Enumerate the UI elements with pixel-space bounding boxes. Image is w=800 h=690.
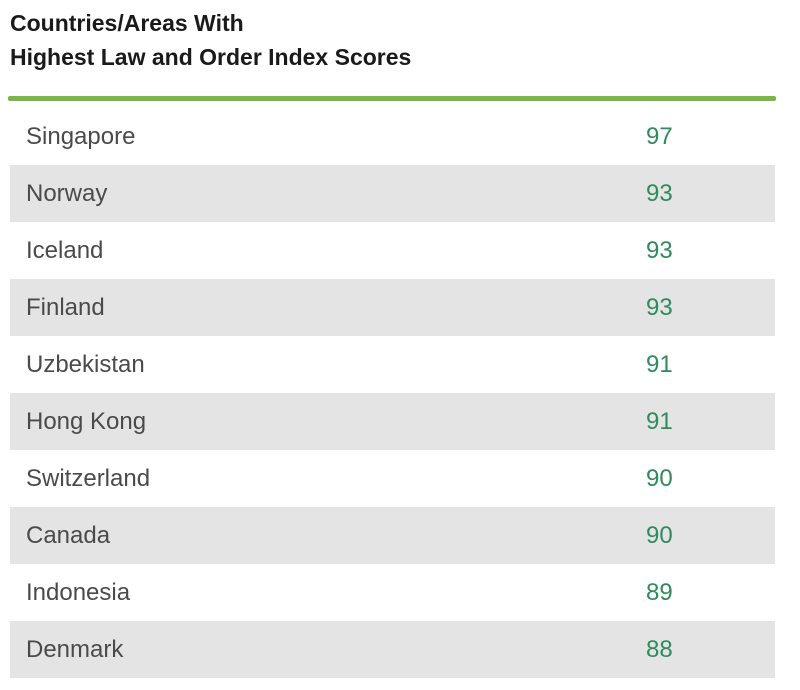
score-value: 89 bbox=[646, 578, 673, 606]
header-accent-bar bbox=[8, 96, 776, 101]
country-name: Indonesia bbox=[26, 578, 131, 606]
score-value: 90 bbox=[646, 464, 673, 492]
chart-title: Countries/Areas With Highest Law and Ord… bbox=[10, 6, 411, 74]
table-row: Canada 90 bbox=[10, 507, 775, 564]
table-row: Norway 93 bbox=[10, 165, 775, 222]
score-value: 88 bbox=[646, 635, 673, 663]
table-row: Singapore 97 bbox=[10, 108, 775, 165]
score-value: 93 bbox=[646, 236, 673, 264]
score-table: Singapore 97 Norway 93 Iceland 93 Finland 93 Uzb… bbox=[10, 108, 775, 678]
score-value: 97 bbox=[646, 122, 673, 150]
title-line-1: Countries/Areas With bbox=[10, 10, 244, 36]
score-value: 93 bbox=[646, 293, 673, 321]
country-name: Switzerland bbox=[26, 464, 151, 492]
table-row: Finland 93 bbox=[10, 279, 775, 336]
table-row: Uzbekistan 91 bbox=[10, 336, 775, 393]
table-row: Iceland 93 bbox=[10, 222, 775, 279]
score-value: 91 bbox=[646, 407, 673, 435]
country-name: Canada bbox=[26, 521, 111, 549]
country-name: Norway bbox=[26, 179, 108, 207]
country-name: Uzbekistan bbox=[26, 350, 145, 378]
table-row: Denmark 88 bbox=[10, 621, 775, 678]
score-value: 90 bbox=[646, 521, 673, 549]
table-row: Hong Kong 91 bbox=[10, 393, 775, 450]
table-row: Indonesia 89 bbox=[10, 564, 775, 621]
table-row: Switzerland 90 bbox=[10, 450, 775, 507]
score-value: 93 bbox=[646, 179, 673, 207]
country-name: Hong Kong bbox=[26, 407, 147, 435]
title-line-2: Highest Law and Order Index Scores bbox=[10, 44, 412, 70]
score-value: 91 bbox=[646, 350, 673, 378]
country-name: Singapore bbox=[26, 122, 136, 150]
country-name: Finland bbox=[26, 293, 105, 321]
country-name: Denmark bbox=[26, 635, 124, 663]
country-name: Iceland bbox=[26, 236, 104, 264]
